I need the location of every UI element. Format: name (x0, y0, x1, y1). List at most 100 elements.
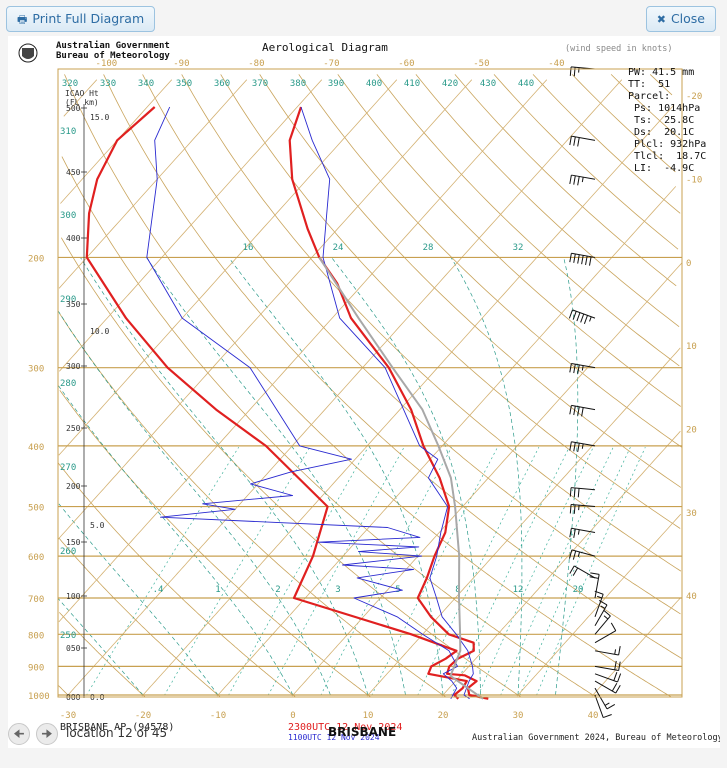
wind-barb-feather (577, 443, 580, 453)
temperature-tick-label: 10 (363, 711, 374, 721)
close-button[interactable]: ✖ Close (645, 6, 716, 32)
series-line-5 (318, 256, 484, 700)
wind-barb (594, 694, 612, 719)
theta-label: 360 (214, 79, 230, 89)
isotherm-line (141, 104, 675, 697)
moist-adiabat-line (57, 384, 294, 696)
wind-barb-feather (618, 646, 621, 656)
dry-adiabat-line (337, 74, 681, 407)
theta-label-left: 290 (60, 295, 76, 305)
mixing-ratio-label-upper: 16 (243, 243, 254, 253)
wind-barb-feather (573, 504, 576, 514)
right-isotherm-label: 10 (686, 342, 697, 352)
wind-barb-feather (603, 609, 611, 617)
wind-barb-half-feather (577, 529, 580, 535)
pressure-tick-label: 400 (28, 443, 44, 453)
temperature-tick-label: 20 (438, 711, 449, 721)
wind-barb-feather (569, 441, 572, 451)
location-counter: location 12 of 45 (66, 726, 168, 740)
dry-adiabat-line (298, 74, 682, 448)
stats-line: Ts: 25.8C (628, 115, 694, 126)
wind-barb-half-feather (596, 595, 603, 599)
copyright-notice: Australian Government 2024, Bureau of Me… (472, 733, 720, 743)
isotherm-line (516, 513, 682, 697)
wind-barb-staff (594, 694, 604, 718)
top-isotherm-label: -50 (473, 59, 489, 69)
wind-barb (569, 549, 596, 560)
right-isotherm-label: 30 (686, 509, 697, 519)
mixing-ratio-label: 20 (573, 585, 584, 595)
height-axis-title: ICAO Ht (65, 89, 99, 98)
wind-barb (594, 646, 621, 656)
wind-barb-feather (569, 66, 572, 76)
observation-time-red: 2300UTC 12 Nov 2024 (288, 722, 402, 733)
mixing-ratio-line (519, 447, 631, 696)
theta-label: 330 (100, 79, 116, 89)
km-label: 15.0 (90, 113, 109, 122)
wind-barb-feather (603, 714, 612, 719)
print-full-diagram-button[interactable]: 🖶 Print Full Diagram (6, 6, 156, 32)
wind-barb (594, 609, 611, 635)
wind-barb-staff (571, 549, 596, 557)
wind-barb-staff (594, 650, 619, 656)
theta-label-left: 270 (60, 463, 76, 473)
stats-line: Ds: 20.1C (628, 127, 694, 138)
temperature-tick-label: -30 (60, 711, 76, 721)
mixing-ratio-line (477, 447, 594, 696)
previous-location-button[interactable]: 🠈 (8, 723, 30, 745)
mixing-ratio-label: 3 (335, 585, 340, 595)
moist-adiabat-line (58, 598, 144, 696)
printer-icon: 🖶 (17, 13, 28, 26)
wind-barb-half-feather (614, 649, 617, 655)
temperature-tick-label: 40 (588, 711, 599, 721)
wind-barb-feather (585, 255, 588, 266)
mixing-ratio-line (85, 447, 239, 696)
mixing-ratio-label-upper: 24 (333, 243, 344, 253)
wind-barb-feather (618, 661, 621, 671)
stats-line: Plcl: 932hPa (628, 139, 706, 150)
mixing-ratio-label-upper: 28 (423, 243, 434, 253)
wind-barb-feather (569, 504, 572, 514)
height-axis-title: (FL km) (65, 98, 99, 107)
wind-barb-feather (569, 565, 575, 574)
wind-barb-staff (594, 630, 617, 644)
theta-label: 370 (252, 79, 268, 89)
theta-label-left: 280 (60, 379, 76, 389)
wind-barb-half-feather (577, 551, 581, 557)
wind-barb (569, 487, 596, 498)
mixing-ratio-line (371, 447, 498, 696)
mixing-ratio-line (450, 447, 570, 696)
wind-barb-half-feather (581, 443, 584, 449)
right-isotherm-label: -20 (686, 92, 702, 102)
stats-line: LI: -4.9C (628, 163, 694, 174)
wind-barb-feather (569, 549, 573, 559)
isotherm-line (60, 79, 173, 204)
wind-barb-feather (573, 487, 576, 497)
isotherm-line (66, 79, 623, 697)
station-id-label: BRISBANE AP (94578) (60, 722, 174, 733)
wind-barb-half-feather (589, 316, 592, 322)
wind-barb-feather (577, 364, 580, 374)
dry-adiabat-line (259, 74, 682, 488)
top-isotherm-label: -40 (548, 59, 564, 69)
mixing-ratio-line (536, 447, 646, 696)
wind-barb-feather (581, 407, 584, 417)
crest-shield (18, 43, 38, 63)
wind-barb-feather (577, 176, 580, 186)
flight-level-label: 050 (66, 644, 81, 653)
wind-barb-feather (572, 567, 579, 576)
flight-level-label: 400 (66, 234, 81, 243)
agency-name-line2: Bureau of Meteorology (56, 51, 170, 61)
moist-adiabat-line (331, 257, 481, 695)
arrow-left-icon: 🠈 (13, 727, 25, 741)
wind-barb-feather (569, 136, 572, 146)
pressure-tick-label: 900 (28, 663, 44, 673)
wind-barb-half-feather (600, 605, 606, 609)
stats-line: TT: 51 (628, 79, 670, 90)
wind-barb-feather (573, 364, 576, 374)
theta-label: 340 (138, 79, 154, 89)
wind-barb (594, 622, 617, 644)
flight-level-label: 450 (66, 168, 81, 177)
next-location-button[interactable]: 🠊 (36, 723, 58, 745)
print-button-label: Print Full Diagram (32, 11, 145, 26)
